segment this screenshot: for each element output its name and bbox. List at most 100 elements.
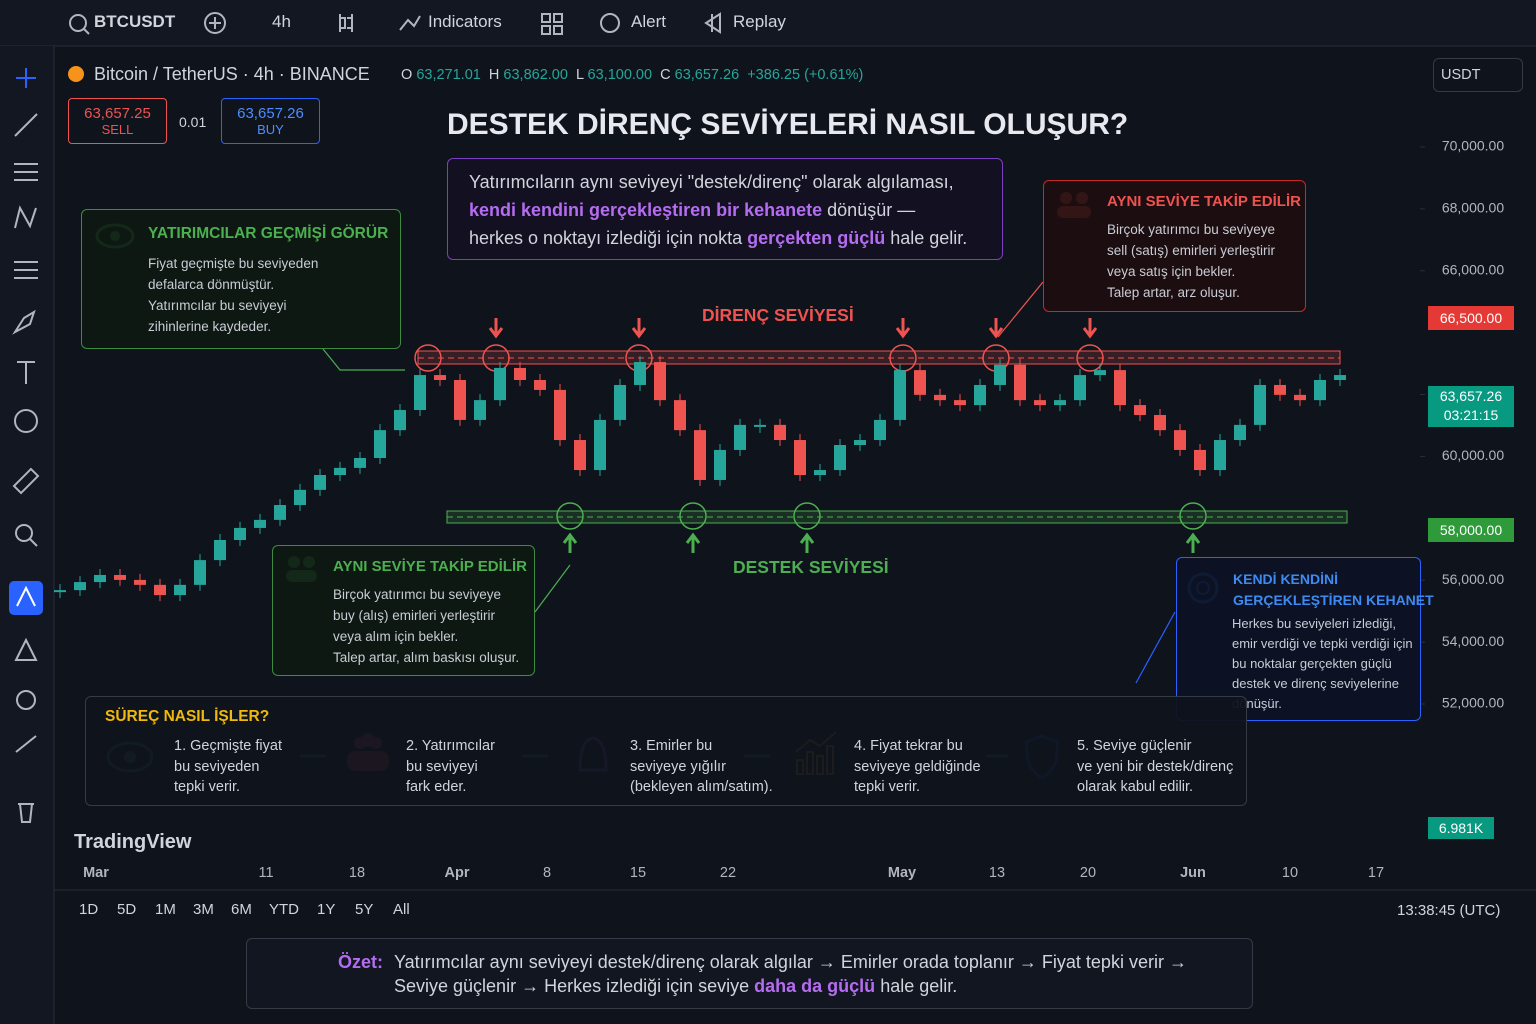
resistance-label: DİRENÇ SEVİYESİ xyxy=(702,305,854,325)
text-line: GERÇEKLEŞTİREN KEHANET xyxy=(1233,592,1434,608)
range-button[interactable]: YTD xyxy=(269,901,299,918)
up-arrow xyxy=(685,532,701,553)
support-box: AYNI SEVİYE TAKİP EDİLİR Birçok yatırımc… xyxy=(272,545,535,676)
x-tick-label: Mar xyxy=(83,865,109,881)
support-label: DESTEK SEVİYESİ xyxy=(733,557,889,577)
down-arrow xyxy=(631,318,647,339)
prophecy-box: KENDİ KENDİNİ GERÇEKLEŞTİREN KEHANET Herk… xyxy=(1176,557,1434,721)
title: DESTEK DİRENÇ SEVİYELERİ NASIL OLUŞUR? xyxy=(447,108,1129,141)
text-line: Talep artar, arz oluşur. xyxy=(1107,285,1240,300)
buy-button[interactable]: 63,657.26 BUY xyxy=(221,98,320,144)
process-title: SÜREÇ NASIL İŞLER? xyxy=(105,708,270,725)
connectors xyxy=(322,281,1176,684)
up-arrow xyxy=(562,532,578,553)
range-button[interactable]: 6M xyxy=(231,901,252,918)
interval[interactable]: 4h xyxy=(272,12,291,31)
low: 63,100.00 xyxy=(587,67,653,83)
sell-button[interactable]: 63,657.25 SELL xyxy=(68,98,167,144)
sell-price: 63,657.25 xyxy=(84,105,151,122)
replay-button[interactable]: Replay xyxy=(733,12,786,31)
candle xyxy=(1034,400,1046,406)
range-button[interactable]: 1M xyxy=(155,901,176,918)
buy-label: BUY xyxy=(257,122,284,137)
candle xyxy=(874,419,886,441)
ohlc-label: C xyxy=(660,67,671,83)
alert-button[interactable]: Alert xyxy=(631,12,666,31)
candle xyxy=(214,539,226,561)
candle xyxy=(1214,440,1226,471)
resistance-touch xyxy=(1076,344,1104,372)
process-step: 1. Geçmişte fiyat bu seviyeden tepki verir… xyxy=(174,736,282,798)
text-line: buy (alış) emirleri yerleştirir xyxy=(333,608,496,623)
step-line: 3. Emirler bu xyxy=(630,738,713,754)
x-tick-label: May xyxy=(887,865,917,881)
symbol[interactable]: BTCUSDT xyxy=(94,12,176,31)
text: dönüşür — xyxy=(827,200,916,220)
clock: 13:38:45 (UTC) xyxy=(1397,902,1501,919)
currency-select[interactable]: USDT xyxy=(1433,58,1523,92)
text: hale gelir. xyxy=(890,228,968,248)
past-box: YATIRIMCILAR GEÇMİŞİ GÖRÜR Fiyat geçmişt… xyxy=(81,209,401,349)
box-body: Herkes bu seviyeleri izlediği, emir verdi… xyxy=(1232,614,1413,714)
candle xyxy=(254,519,266,528)
range-button[interactable]: 1D xyxy=(79,901,99,918)
candle xyxy=(414,375,426,411)
open: 63,271.01 xyxy=(416,67,481,83)
highlight: kendi kendini gerçekleştiren bir kehanet… xyxy=(469,200,823,220)
candle xyxy=(774,424,786,441)
candle xyxy=(194,560,206,585)
touch-markers xyxy=(414,318,1207,553)
text-line: Talep artar, alım baskısı oluşur. xyxy=(333,650,520,665)
tool-icons[interactable] xyxy=(9,12,721,823)
candle xyxy=(934,394,946,401)
candle xyxy=(1314,380,1326,401)
range-button[interactable]: 5D xyxy=(117,901,137,918)
candle xyxy=(454,380,466,420)
range-button[interactable]: All xyxy=(393,901,410,918)
candle xyxy=(294,489,306,506)
candle xyxy=(954,400,966,406)
candle xyxy=(274,505,286,520)
highlight: daha da güçlü xyxy=(754,976,876,996)
candle xyxy=(854,440,866,445)
x-tick-label: Jun xyxy=(1180,865,1206,881)
support-touch xyxy=(793,502,821,530)
range-button[interactable]: 5Y xyxy=(355,901,374,918)
resistance-box: AYNI SEVİYE TAKİP EDİLİR Birçok yatırımc… xyxy=(1043,180,1306,312)
text-line: emir verdiği ve tepki verdiği için xyxy=(1232,636,1413,651)
step-line: fark eder. xyxy=(406,779,467,795)
ohlc-label: L xyxy=(575,67,584,83)
candle xyxy=(1014,364,1026,401)
step-line: 2. Yatırımcılar xyxy=(406,738,495,754)
step-line: olarak kabul edilir. xyxy=(1077,779,1194,795)
text-line: sell (satış) emirleri yerleştirir xyxy=(1107,243,1276,258)
range-button[interactable]: 3M xyxy=(193,901,214,918)
candle xyxy=(154,584,166,596)
y-tick-label: 54,000.00 xyxy=(1442,633,1504,649)
candle xyxy=(1114,370,1126,406)
step-line: tepki verir. xyxy=(174,779,241,795)
y-tick-label: 56,000.00 xyxy=(1442,571,1504,587)
change: +386.25 (+0.61%) xyxy=(747,67,864,83)
intro-line: kendi kendini gerçekleştiren bir kehanet… xyxy=(469,200,915,221)
text-line: dönüşür. xyxy=(1232,696,1282,711)
box-title: YATIRIMCILAR GEÇMİŞİ GÖRÜR xyxy=(148,225,389,242)
candle xyxy=(594,419,606,471)
indicators-button[interactable]: Indicators xyxy=(428,12,502,31)
up-arrow xyxy=(1185,532,1201,553)
range-button[interactable]: 1Y xyxy=(317,901,336,918)
quantity[interactable]: 0.01 xyxy=(179,114,207,130)
pair: Bitcoin / TetherUS · 4h · BINANCE xyxy=(94,64,370,84)
price-badge: 63,657.26 03:21:15 xyxy=(1428,386,1514,427)
intro-box: Yatırımcıların aynı seviyeyi "destek/dir… xyxy=(447,158,1003,260)
summary-label: Özet: xyxy=(338,952,383,972)
buy-price: 63,657.26 xyxy=(237,105,304,122)
candle xyxy=(534,380,546,390)
text-line: Fiyat geçmişte bu seviyeden xyxy=(148,256,319,271)
candle xyxy=(94,574,106,583)
step-line: (bekleyen alım/satım). xyxy=(630,779,773,795)
candle xyxy=(54,590,66,593)
process-step: 5. Seviye güçlenir ve yeni bir destek/dir… xyxy=(1077,736,1233,798)
candle xyxy=(1174,430,1186,450)
candle xyxy=(734,424,746,450)
